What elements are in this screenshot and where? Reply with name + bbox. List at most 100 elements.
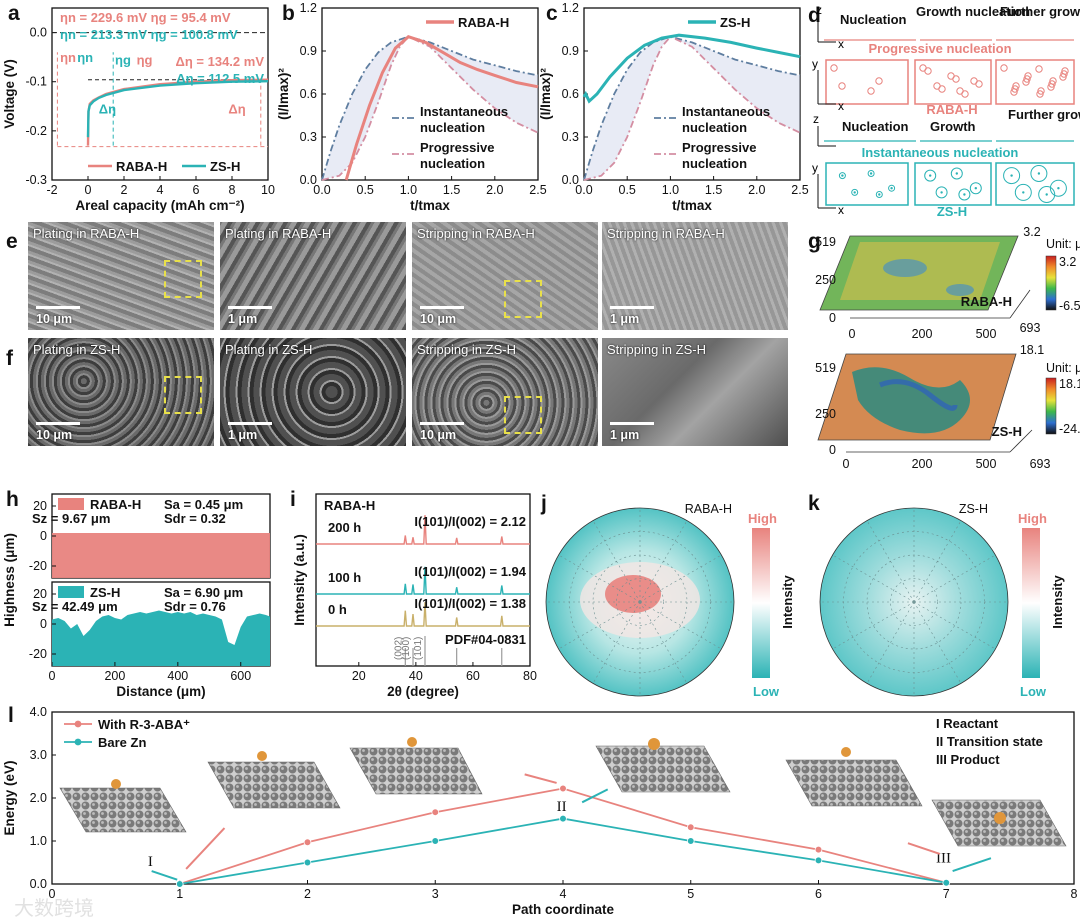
panel-letter-f: f — [6, 347, 14, 370]
b-ylabel: (I/Imax)² — [276, 68, 291, 120]
c-xtick-label: 1.0 — [662, 183, 679, 197]
h-xtick-label: 600 — [230, 669, 251, 683]
scale-bar — [36, 422, 80, 425]
b-xtick-label: 2.5 — [529, 183, 546, 197]
g-bottom-ytick-519: 519 — [815, 361, 836, 375]
i-ratio-label: I(101)/I(002) = 1.38 — [414, 596, 526, 611]
l-ylabel: Energy (eV) — [2, 760, 17, 835]
panel-letter-k: k — [808, 492, 820, 515]
l-ytick-label: 4.0 — [30, 705, 47, 719]
panel-letter-l: l — [8, 704, 14, 727]
polar-grid-spoke — [832, 601, 915, 650]
d-row1-nucleus — [1022, 78, 1030, 86]
d-row2-nucleus — [1030, 165, 1048, 182]
i-pattern-0 — [316, 515, 530, 545]
panel-a: a -2 0 2 4 6 8 10 -0.3 -0.2 -0.1 0.0 ηn = 229.6 mV … — [2, 2, 275, 213]
i-ratio-label: I(101)/I(002) = 1.94 — [414, 564, 526, 579]
a-ytick-label: -0.2 — [25, 124, 47, 138]
g-bottom-zmax-label: 18.1 — [1020, 343, 1044, 357]
g-bottom-trench — [879, 379, 958, 411]
polar-grid-spoke — [832, 554, 915, 603]
l-stage-label-3: III — [936, 851, 951, 867]
panel-letter-a: a — [8, 2, 20, 25]
scale-bar — [420, 422, 464, 425]
panel-letter-b: b — [282, 2, 295, 25]
l-zn-ion-3 — [407, 737, 417, 747]
g-bottom-xtick-200: 200 — [912, 457, 933, 471]
d-row1-label-1: Nucleation — [840, 12, 907, 27]
k-high-label: High — [1018, 511, 1047, 526]
d-row2-nucleus — [851, 188, 859, 196]
l-slab-4 — [595, 745, 731, 793]
a-ytick-label: -0.3 — [25, 173, 47, 187]
b-xtick-label: 0.5 — [357, 183, 374, 197]
d-row2-name: ZS-H — [937, 204, 967, 219]
l-point — [686, 823, 695, 832]
polar-grid-spoke — [639, 554, 722, 603]
h-bottom-stat-sa: Sa = 6.90 μm — [164, 585, 243, 600]
c-progressive-curve — [583, 35, 801, 181]
c-ytick-label: 0.9 — [562, 44, 579, 58]
g-top-depth-axis — [1009, 289, 1031, 319]
l-path-arrow — [185, 827, 226, 870]
panel-b: b 0.0 0.5 1.0 1.5 2.0 2.5 0.0 0.3 0.6 0.9 1.2 RABA-… — [276, 1, 547, 213]
l-path-arrow — [151, 870, 178, 881]
g-top-valley-2 — [946, 284, 974, 296]
a-xtick-label: 4 — [157, 183, 164, 197]
polar-grid-spoke — [866, 601, 915, 684]
a-series-zs-h — [86, 80, 269, 138]
sem-f-image-3: Stripping in ZS-H 10 μm — [412, 338, 598, 446]
b-xlabel: t/tmax — [410, 198, 450, 213]
l-legend-marker — [74, 738, 82, 746]
j-colorbar — [752, 528, 770, 678]
i-hkl-label: (002) — [393, 637, 404, 660]
j-high-label: High — [748, 511, 777, 526]
polar-grid-ring — [616, 578, 664, 626]
d-row2-box-3 — [995, 162, 1075, 206]
a-label-eta-n-raba: ηn — [60, 50, 76, 65]
polar-grid-spoke — [913, 520, 962, 603]
d-row2-nucleus-core — [841, 174, 844, 177]
polar-grid-spoke — [913, 601, 996, 650]
polar-grid-spoke — [639, 520, 688, 603]
a-xlabel: Areal capacity (mAh cm⁻²) — [75, 198, 244, 213]
d-row1-nucleus — [1023, 75, 1031, 83]
d-axis-y-2: y — [812, 161, 818, 175]
h-top-stat-sz: Sz = 9.67 μm — [32, 511, 110, 526]
c-xtick-label: 0.0 — [575, 183, 592, 197]
l-point — [431, 808, 440, 816]
l-xtick-label: 7 — [943, 887, 950, 901]
d-row2-label-2: Growth — [930, 119, 976, 134]
g-bottom-xtick-0: 0 — [843, 457, 850, 471]
d-row2-nucleus-core — [1057, 187, 1060, 190]
d-row1-nucleus — [838, 82, 846, 90]
k-polar-grid — [820, 508, 1008, 696]
l-xtick-label: 1 — [176, 887, 183, 901]
polar-grid-spoke — [639, 601, 722, 650]
b-ytick-label: 0.9 — [300, 44, 317, 58]
panel-c-plot: 0.0 0.5 1.0 1.5 2.0 2.5 0.0 0.3 0.6 0.9 1.2 ZS-H Ins… — [538, 1, 809, 213]
a-label-eta-n-zs: ηn — [77, 50, 93, 65]
i-hkl-label: (101) — [413, 637, 424, 660]
d-row2-nucleus — [1038, 186, 1056, 203]
panel-j-pole-figure: j RABA-H High Low Intensity — [540, 492, 795, 699]
c-inst-legend-label-2: nucleation — [682, 120, 747, 135]
g-top-ytick-250: 250 — [815, 273, 836, 287]
g-top-xtick-200: 200 — [912, 327, 933, 341]
a-label-eta-g-raba: ηg — [137, 53, 153, 68]
i-xtick-label: 20 — [352, 669, 366, 683]
l-point — [175, 880, 184, 888]
h-xlabel: Distance (μm) — [116, 684, 205, 699]
g-bottom-unit: Unit: μm — [1046, 361, 1080, 375]
l-zn-ion-product — [994, 812, 1006, 824]
g-bottom-ytick-250: 250 — [815, 407, 836, 421]
l-path-arrow — [907, 842, 941, 855]
a-label-delta-raba: Δη — [228, 102, 245, 117]
d-row1-nucleus — [938, 85, 946, 93]
c-ytick-label: 0.6 — [562, 87, 579, 101]
polar-grid-spoke — [913, 601, 962, 684]
l-point — [942, 878, 951, 887]
a-label-eta-g-zs: ηg — [115, 53, 131, 68]
h-top-ytick-label: 20 — [33, 499, 47, 513]
